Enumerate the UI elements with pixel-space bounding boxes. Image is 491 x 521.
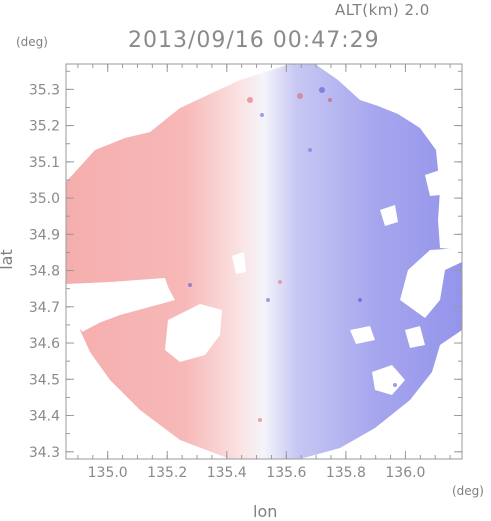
plot-frame xyxy=(65,63,463,460)
y-tick-label: 34.8 xyxy=(29,264,60,280)
x-axis-unit: (deg) xyxy=(452,484,484,498)
x-tick-label: 136.0 xyxy=(385,465,425,481)
radar-echo-area xyxy=(66,64,462,459)
y-axis-unit: (deg) xyxy=(16,35,48,49)
x-tick-label: 135.0 xyxy=(88,465,128,481)
y-tick-label: 35.3 xyxy=(29,82,60,98)
y-tick-label: 34.7 xyxy=(29,300,60,316)
y-tick-label: 34.9 xyxy=(29,227,60,243)
y-tick-label: 35.0 xyxy=(29,191,60,207)
y-tick-label: 34.5 xyxy=(29,372,60,388)
y-tick-label: 34.4 xyxy=(29,409,60,425)
altitude-label: ALT(km) 2.0 xyxy=(335,1,430,19)
axis-ticks: 135.0 135.2 135.4 135.6 135.8 136.0 34.3 34.4 34… xyxy=(29,64,462,481)
y-tick-label: 34.3 xyxy=(29,445,60,461)
x-tick-label: 135.8 xyxy=(326,465,366,481)
y-tick-label: 35.2 xyxy=(29,119,60,135)
y-tick-label: 35.1 xyxy=(29,155,60,171)
timestamp-title: 2013/09/16 00:47:29 xyxy=(128,28,380,53)
x-tick-label: 135.4 xyxy=(207,465,247,481)
x-axis-label: lon xyxy=(253,502,278,521)
x-tick-label: 135.2 xyxy=(147,465,187,481)
y-tick-label: 34.6 xyxy=(29,336,60,352)
x-tick-label: 135.6 xyxy=(266,465,306,481)
